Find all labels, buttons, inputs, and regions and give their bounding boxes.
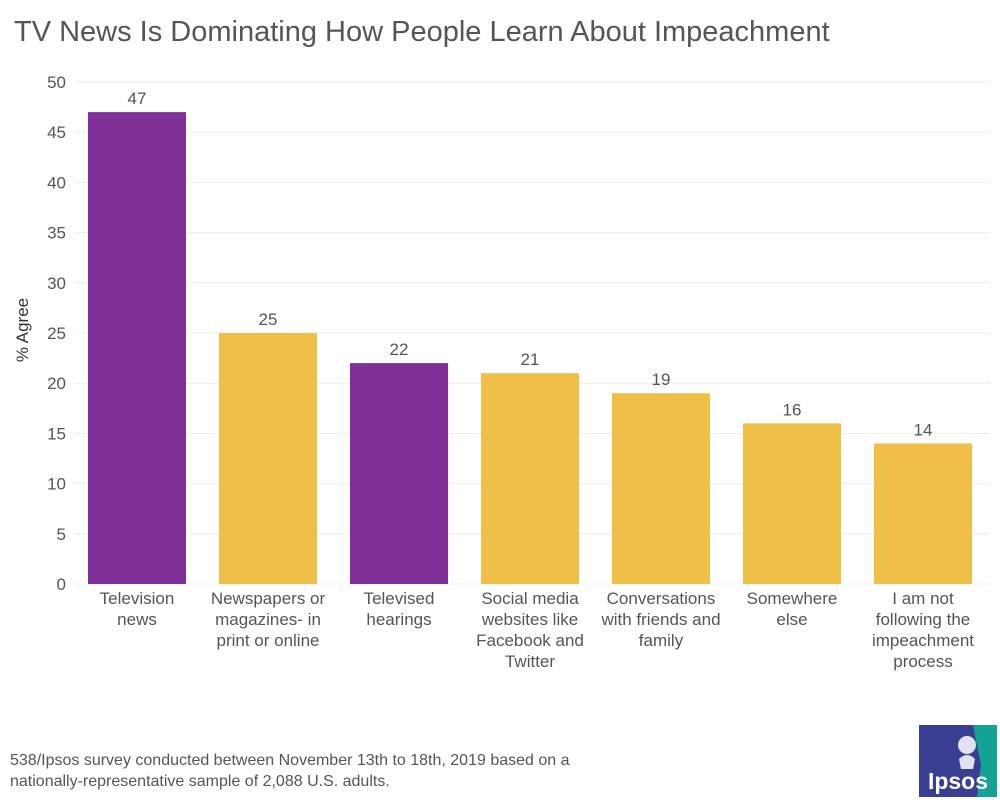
data-label: 22	[390, 340, 409, 359]
ipsos-logo: Ipsos	[919, 725, 997, 797]
x-tick-label-line: print or online	[216, 631, 319, 650]
x-tick-label-line: Social media	[481, 589, 579, 608]
footnote-line-1: 538/Ipsos survey conducted between Novem…	[10, 752, 570, 769]
y-tick-label: 50	[47, 73, 66, 92]
x-tick-label-line: process	[893, 652, 953, 671]
x-tick-label-line: news	[117, 610, 157, 629]
x-tick-label-line: Facebook and	[476, 631, 584, 650]
x-tick-label: Conversations with friends and family	[600, 589, 720, 650]
x-tick-label-line: following the	[876, 610, 971, 629]
y-tick-label: 25	[47, 324, 66, 343]
footnote-line-2: nationally-representative sample of 2,08…	[10, 773, 390, 790]
bar	[612, 393, 710, 584]
x-tick-label: I am not following the impeachment process	[872, 589, 974, 671]
bar	[874, 443, 972, 584]
x-tick-label-line: Twitter	[505, 652, 555, 671]
x-tick-label-line: with friends and	[600, 610, 720, 629]
y-tick-label: 20	[47, 374, 66, 393]
logo-text: Ipsos	[928, 768, 988, 794]
data-label: 21	[521, 350, 540, 369]
data-label: 14	[914, 420, 933, 439]
y-tick-label: 5	[57, 525, 66, 544]
x-tick-label-line: hearings	[366, 610, 431, 629]
x-tick-label-line: Newspapers or	[211, 589, 326, 608]
y-tick-label: 35	[47, 224, 66, 243]
y-tick-label: 10	[47, 475, 66, 494]
x-tick-label-line: websites like	[481, 610, 578, 629]
x-tick-label: Social media websites like Facebook and Twi…	[476, 589, 584, 671]
bar	[219, 333, 317, 584]
bar	[481, 373, 579, 584]
y-tick-label: 15	[47, 424, 66, 443]
x-tick-label: Televised hearings	[364, 589, 435, 629]
bar	[88, 112, 186, 585]
y-axis-label: % Agree	[13, 297, 32, 363]
x-tick-label: Somewhere else	[747, 589, 838, 629]
x-tick-label: Television news	[100, 589, 175, 629]
x-tick-label-line: impeachment	[872, 631, 974, 650]
x-tick-label-line: Televised	[364, 589, 435, 608]
data-label: 25	[259, 310, 278, 329]
y-tick-label: 45	[47, 123, 66, 142]
x-tick-label-line: Conversations	[607, 589, 716, 608]
y-tick-label: 30	[47, 274, 66, 293]
bar	[350, 363, 448, 584]
y-tick-label: 0	[57, 575, 66, 594]
x-tick-label-line: I am not	[892, 589, 954, 608]
x-tick-label-line: else	[776, 610, 807, 629]
x-tick-label-line: magazines- in	[215, 610, 321, 629]
data-label: 16	[783, 400, 802, 419]
footnote: 538/Ipsos survey conducted between Novem…	[10, 750, 710, 792]
x-tick-label-line: Somewhere	[747, 589, 838, 608]
bar-chart: 0 5 10 15 20 25 30 35 40 45 50 47 Television news 25 Ne…	[47, 73, 990, 671]
x-tick-label: Newspapers or magazines- in print or onlin…	[211, 589, 326, 650]
x-tick-label-line: family	[639, 631, 684, 650]
chart-title: TV News Is Dominating How People Learn A…	[14, 16, 830, 48]
data-label: 47	[128, 89, 147, 108]
data-label: 19	[652, 370, 671, 389]
x-tick-label-line: Television	[100, 589, 175, 608]
y-tick-label: 40	[47, 173, 66, 192]
y-axis-label-wrap: % Agree	[8, 250, 38, 410]
bar	[743, 423, 841, 584]
